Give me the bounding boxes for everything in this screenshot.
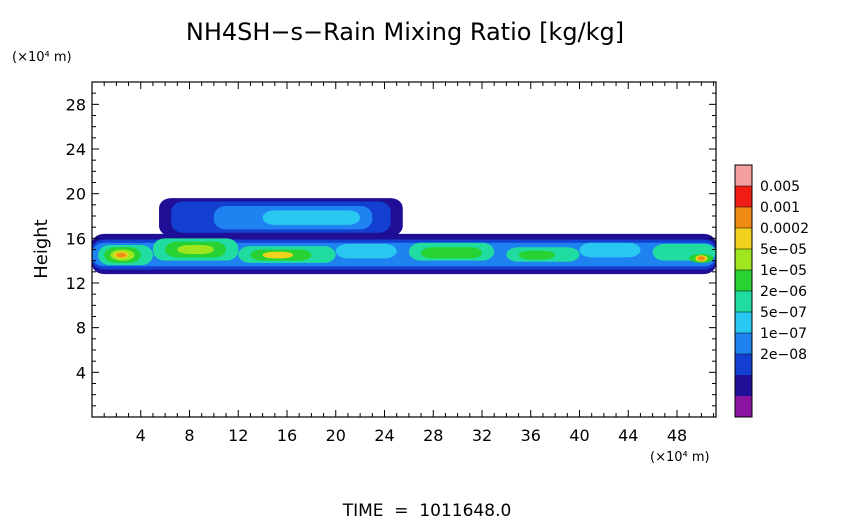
colorbar-swatch [735, 207, 752, 228]
y-axis-label: Height [31, 219, 52, 279]
x-tick-label: 32 [472, 426, 492, 445]
contour-region-21 [421, 247, 482, 259]
x-tick-label: 36 [521, 426, 541, 445]
y-tick-label: 24 [66, 140, 86, 159]
y-tick-label: 28 [66, 95, 86, 114]
contour-region-19 [335, 243, 397, 259]
colorbar-swatch [735, 249, 752, 270]
colorbar-swatch [735, 186, 752, 207]
contour-region-28 [697, 256, 706, 261]
x-axis-unit: (×10⁴ m) [650, 450, 710, 465]
chart-title: NH4SH−s−Rain Mixing Ratio [kg/kg] [186, 18, 624, 46]
y-axis-unit: (×10⁴ m) [12, 50, 72, 65]
time-footer: TIME = 1011648.0 [342, 501, 512, 519]
x-tick-label: 28 [423, 426, 443, 445]
x-tick-label: 24 [374, 426, 394, 445]
colorbar-swatch [735, 270, 752, 291]
contour-region-15 [177, 245, 214, 254]
x-tick-label: 44 [618, 426, 638, 445]
colorbar-swatch [735, 396, 752, 417]
x-tick-label: 48 [667, 426, 687, 445]
x-tick-label: 4 [136, 426, 146, 445]
colorbar-level-label: 1e−07 [760, 326, 807, 342]
x-tick-label: 40 [569, 426, 589, 445]
contour-region-12 [116, 252, 127, 258]
y-tick-label: 16 [66, 229, 86, 248]
colorbar-swatch [735, 165, 752, 186]
colorbar-swatch [735, 375, 752, 396]
y-tick-label: 4 [76, 363, 86, 382]
colorbar-level-label: 0.0002 [760, 221, 809, 237]
x-tick-label: 20 [326, 426, 346, 445]
colorbar-level-label: 2e−08 [760, 347, 807, 363]
colorbar-level-label: 1e−05 [760, 263, 807, 279]
y-tick-label: 8 [76, 319, 86, 338]
colorbar-level-label: 0.005 [760, 179, 800, 195]
contour-region-23 [518, 250, 556, 260]
colorbar-swatch [735, 228, 752, 249]
colorbar-level-label: 5e−05 [760, 242, 807, 258]
heatmap-field [92, 198, 716, 275]
x-tick-label: 8 [184, 426, 194, 445]
y-tick-label: 20 [66, 185, 86, 204]
colorbar-level-label: 0.001 [760, 200, 800, 216]
colorbar-swatch [735, 291, 752, 312]
colorbar-level-label: 2e−06 [760, 284, 807, 300]
contour-region-7 [262, 210, 361, 225]
y-tick-label: 12 [66, 274, 86, 293]
x-tick-label: 16 [277, 426, 297, 445]
colorbar-swatch [735, 354, 752, 375]
x-tick-label: 12 [228, 426, 248, 445]
contour-region-24 [579, 242, 641, 258]
colorbar-level-label: 5e−07 [760, 305, 807, 321]
colorbar: 0.005 0.001 0.0002 5e−05 1e−05 2e−06 5e−07 1e−0… [734, 164, 809, 418]
contour-region-18 [262, 251, 294, 259]
colorbar-swatch [735, 312, 752, 333]
colorbar-swatch [735, 333, 752, 354]
